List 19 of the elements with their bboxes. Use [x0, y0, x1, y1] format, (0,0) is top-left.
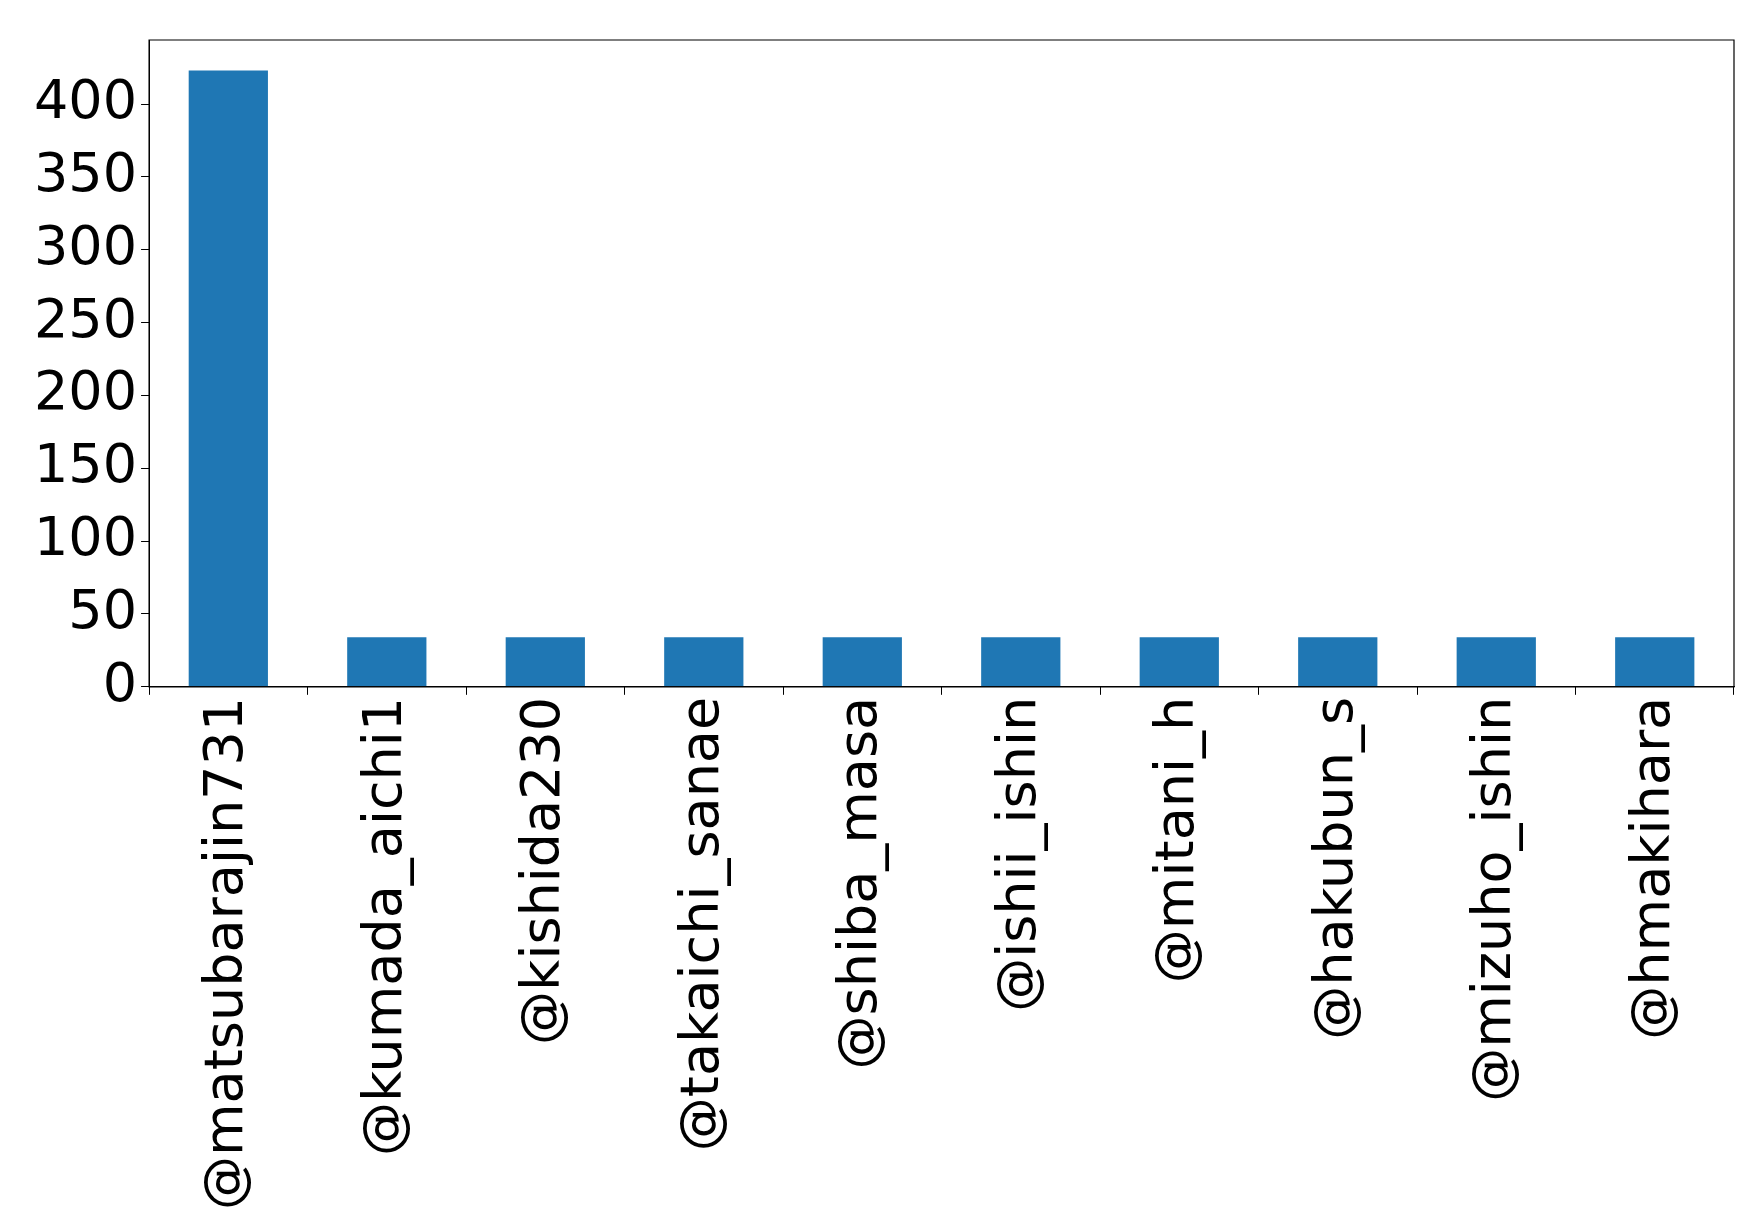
x-tick-label: @ishii_ishin — [984, 696, 1048, 1012]
x-tick-label: @shiba_masa — [826, 696, 890, 1070]
x-tick-label: @kishida230 — [509, 696, 573, 1045]
x-tick-label: @mizuho_ishin — [1460, 696, 1524, 1102]
x-tick-label: @kumada_aichi1 — [350, 696, 414, 1157]
y-tick-label: 350 — [33, 140, 138, 204]
x-tick-label: @takaichi_sanae — [667, 696, 731, 1152]
x-tick-label: @hmakihara — [1618, 696, 1682, 1040]
y-tick-label: 150 — [33, 432, 138, 496]
x-tick-label: @mitani_h — [1143, 696, 1207, 984]
y-tick-label: 300 — [33, 213, 138, 277]
y-tick-label: 250 — [33, 286, 138, 350]
x-tick-label: @hakubun_s — [1301, 696, 1365, 1040]
y-tick-label: 0 — [102, 650, 138, 714]
y-tick-label: 200 — [33, 359, 138, 423]
y-tick-label: 50 — [68, 578, 138, 642]
y-tick-label: 100 — [33, 505, 138, 569]
x-tick-label: @matsubarajin731 — [192, 696, 256, 1210]
y-tick-label: 400 — [33, 68, 138, 132]
